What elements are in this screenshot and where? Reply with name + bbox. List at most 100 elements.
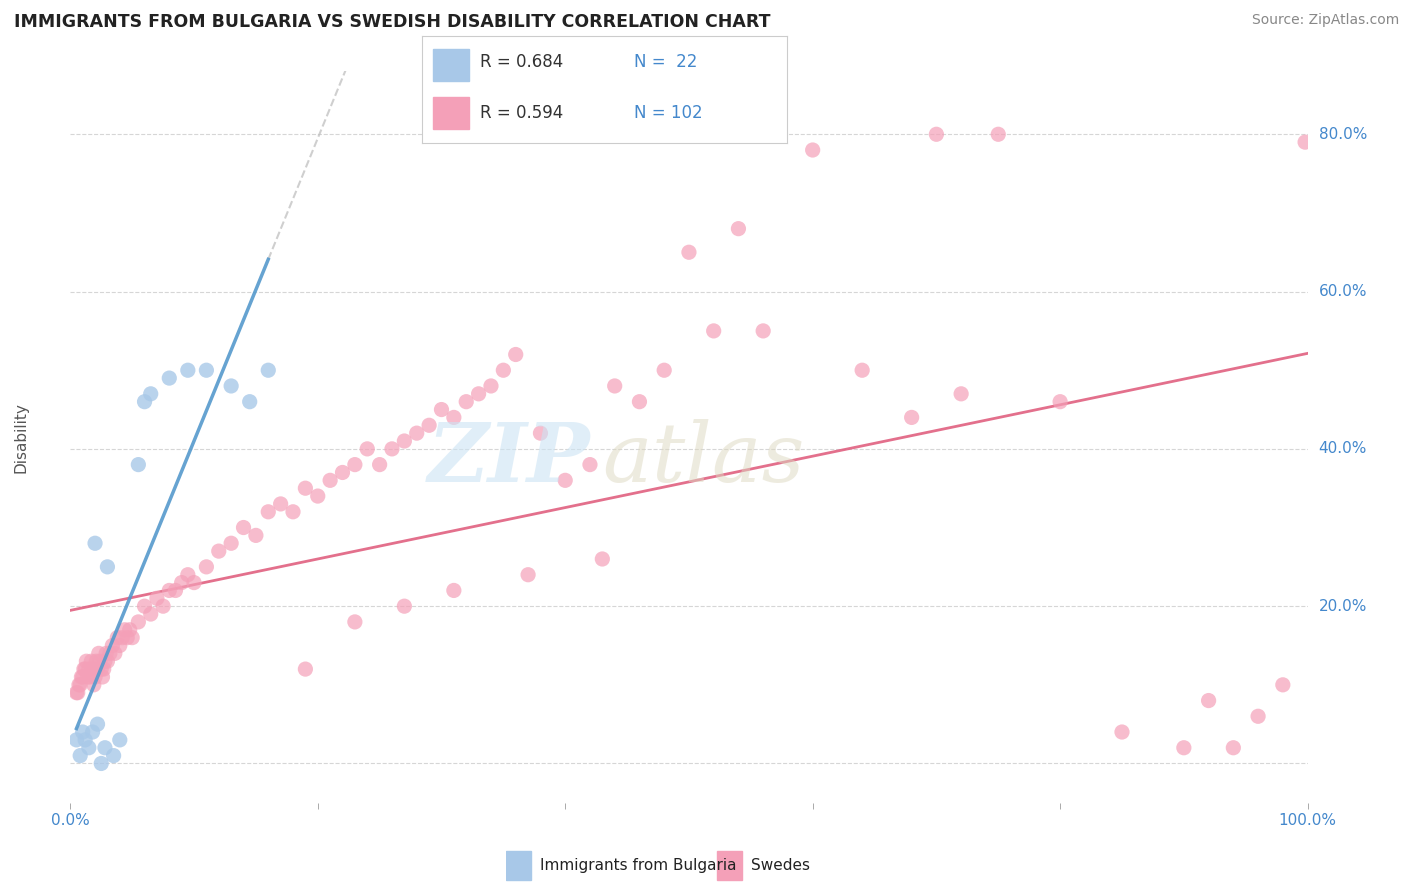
Point xyxy=(87,646,110,660)
Text: ZIP: ZIP xyxy=(427,419,591,499)
Bar xyxy=(506,851,531,880)
Point xyxy=(219,379,242,393)
Point xyxy=(987,128,1010,142)
Point xyxy=(86,662,108,676)
Point xyxy=(479,379,502,393)
Point xyxy=(118,623,141,637)
Point xyxy=(579,458,602,472)
Point xyxy=(98,646,121,660)
Point xyxy=(76,670,98,684)
Point xyxy=(121,631,143,645)
Point xyxy=(90,662,112,676)
Point xyxy=(652,363,675,377)
Point xyxy=(1294,135,1316,149)
Point xyxy=(418,418,440,433)
Point xyxy=(1271,678,1294,692)
Point xyxy=(90,756,112,771)
Point xyxy=(134,599,156,614)
Point xyxy=(65,686,87,700)
Text: 20.0%: 20.0% xyxy=(1319,599,1367,614)
Point xyxy=(94,654,117,668)
Point xyxy=(1198,693,1220,707)
Point xyxy=(294,662,316,676)
Point xyxy=(79,670,101,684)
Point xyxy=(94,740,117,755)
Point xyxy=(84,536,107,550)
Point xyxy=(84,654,107,668)
Point xyxy=(157,583,180,598)
Point xyxy=(294,481,316,495)
Point xyxy=(115,631,138,645)
Point xyxy=(492,363,515,377)
Text: R = 0.594: R = 0.594 xyxy=(481,104,564,122)
Point xyxy=(127,458,149,472)
Point xyxy=(703,324,725,338)
Point xyxy=(529,426,551,441)
Point xyxy=(307,489,329,503)
Point xyxy=(678,245,700,260)
Point xyxy=(75,662,97,676)
Point xyxy=(394,434,416,448)
Point xyxy=(195,559,218,574)
Point xyxy=(443,410,465,425)
Point xyxy=(177,567,200,582)
Point xyxy=(851,363,873,377)
Point xyxy=(281,505,304,519)
Point xyxy=(77,662,100,676)
Point xyxy=(456,394,478,409)
Point xyxy=(925,128,948,142)
Point xyxy=(1173,740,1195,755)
Text: IMMIGRANTS FROM BULGARIA VS SWEDISH DISABILITY CORRELATION CHART: IMMIGRANTS FROM BULGARIA VS SWEDISH DISA… xyxy=(14,13,770,31)
Point xyxy=(104,646,127,660)
Point xyxy=(591,552,613,566)
Point xyxy=(101,639,124,653)
Point xyxy=(603,379,626,393)
Point xyxy=(67,678,90,692)
Point xyxy=(343,458,366,472)
Point xyxy=(1222,740,1244,755)
Point xyxy=(134,394,156,409)
Bar xyxy=(433,97,470,129)
Point xyxy=(157,371,180,385)
Point xyxy=(114,623,136,637)
Point xyxy=(183,575,205,590)
Point xyxy=(70,670,93,684)
Text: Swedes: Swedes xyxy=(751,858,810,872)
Point xyxy=(1111,725,1133,739)
Point xyxy=(84,670,107,684)
Point xyxy=(127,615,149,629)
Point xyxy=(75,732,97,747)
Point xyxy=(96,654,118,668)
Point xyxy=(505,347,527,361)
Bar xyxy=(717,851,742,880)
Point xyxy=(394,599,416,614)
Point xyxy=(232,520,254,534)
Point xyxy=(93,662,115,676)
Point xyxy=(356,442,378,456)
Point xyxy=(900,410,922,425)
Text: Disability: Disability xyxy=(13,401,28,473)
Point xyxy=(208,544,231,558)
Point xyxy=(219,536,242,550)
Point xyxy=(96,646,118,660)
Point xyxy=(72,670,94,684)
Point xyxy=(405,426,427,441)
Point xyxy=(82,725,104,739)
Point xyxy=(89,654,111,668)
Point xyxy=(77,740,100,755)
Point xyxy=(177,363,200,377)
Point xyxy=(239,394,262,409)
Point xyxy=(83,678,105,692)
Text: N = 102: N = 102 xyxy=(634,104,703,122)
Point xyxy=(319,473,342,487)
Point xyxy=(950,387,973,401)
Point xyxy=(195,363,218,377)
Text: 80.0%: 80.0% xyxy=(1319,127,1367,142)
Point xyxy=(91,670,114,684)
Point xyxy=(257,363,280,377)
Point xyxy=(139,607,162,621)
Point xyxy=(146,591,169,606)
Point xyxy=(381,442,404,456)
Point xyxy=(1247,709,1270,723)
Text: 60.0%: 60.0% xyxy=(1319,284,1367,299)
